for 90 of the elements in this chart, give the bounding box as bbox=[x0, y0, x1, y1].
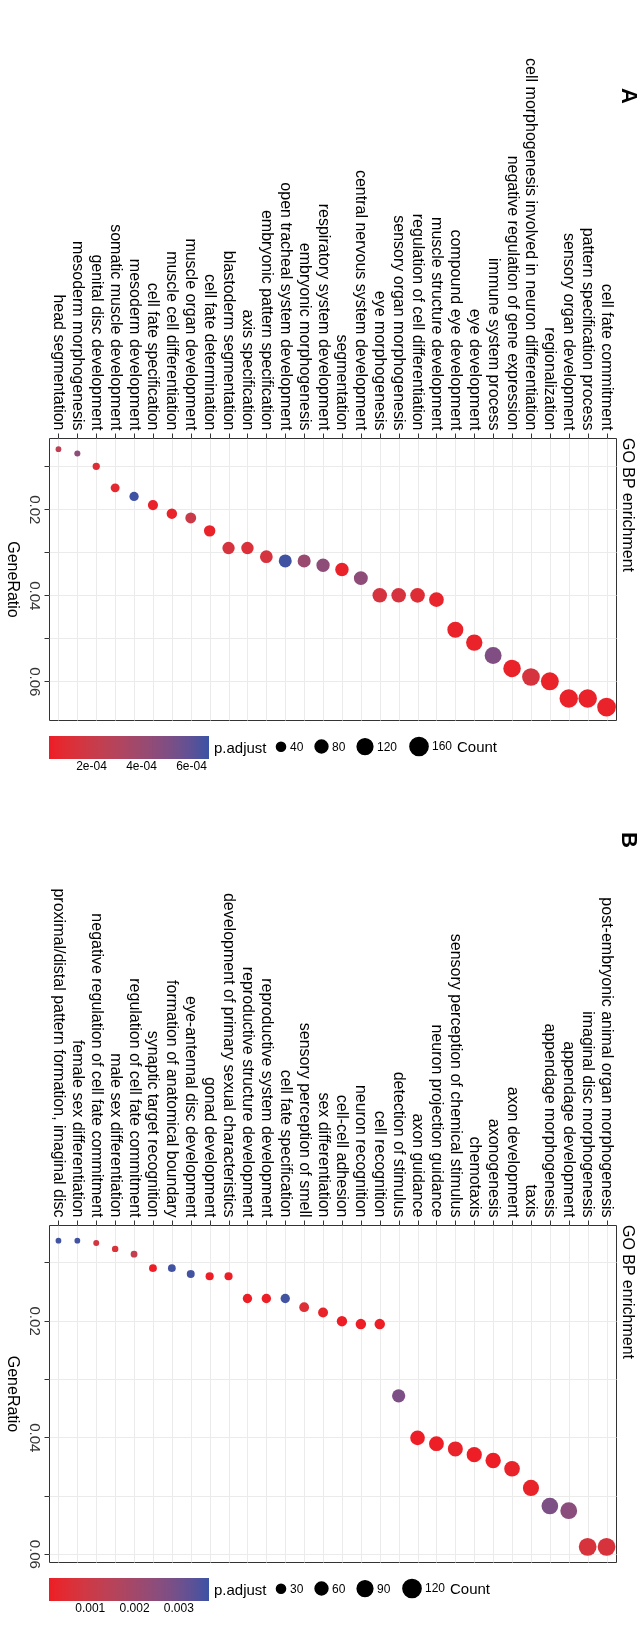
x-tick-label: cell recognition bbox=[372, 1110, 390, 1218]
text: GO BP enrichment bbox=[620, 438, 637, 573]
x-tick-label: sensory perception of smell bbox=[296, 1022, 314, 1218]
x-tick-label: cell fate commitment bbox=[599, 283, 617, 432]
x-tick-label: immune system process bbox=[485, 258, 503, 431]
legend-label: 30 bbox=[290, 1581, 304, 1596]
x-tick-label: embryonic pattern specification bbox=[258, 209, 276, 431]
x-tick-label: negative regulation of cell fate commitment bbox=[88, 913, 106, 1219]
legend-label: 160 bbox=[432, 739, 453, 754]
color-bar-label: 0.002 bbox=[119, 1601, 150, 1615]
x-tick-label: sex differentiation bbox=[315, 1092, 333, 1218]
x-tick-label: male sex differentiation bbox=[107, 1053, 125, 1218]
text: A bbox=[617, 88, 642, 104]
x-tick-label: regulation of cell differentiation bbox=[410, 213, 428, 431]
x-tick-label: somatic muscle development bbox=[107, 224, 125, 432]
color-bar-label: 0.003 bbox=[163, 1601, 195, 1615]
x-tick-label: pattern specification process bbox=[580, 227, 598, 431]
x-tick-label: central nervous system development bbox=[353, 169, 371, 432]
x-tick-label: development of primary sexual characteristics bbox=[221, 892, 239, 1218]
x-tick-label: appendage development bbox=[561, 1041, 579, 1219]
x-tick-label: head segmentation bbox=[50, 294, 68, 431]
x-tick-label: reproductive system development bbox=[258, 978, 276, 1219]
x-tick-label: mesoderm morphogenesis bbox=[69, 241, 87, 431]
x-tick-label: compound eye development bbox=[447, 229, 465, 432]
y-tick-label: 0.04 bbox=[26, 581, 44, 611]
x-tick-label: imaginal disc morphogenesis bbox=[580, 1011, 598, 1218]
x-tick-label: gonad development bbox=[202, 1076, 220, 1219]
legend-label: 60 bbox=[332, 1581, 346, 1596]
color-bar-label: 6e-04 bbox=[176, 759, 208, 773]
y-tick-label: 0.02 bbox=[26, 495, 44, 525]
x-tick-label: regionalization bbox=[542, 327, 560, 431]
x-tick-label: sensory organ morphogenesis bbox=[391, 215, 409, 431]
x-tick-label: open tracheal system development bbox=[277, 182, 295, 432]
color-bar-label: 0.001 bbox=[75, 1601, 106, 1615]
legend-label: 90 bbox=[377, 1581, 391, 1596]
text: GO BP enrichment bbox=[620, 1225, 637, 1360]
x-tick-label: embryonic morphogenesis bbox=[296, 242, 314, 431]
y-axis-title: GeneRatio bbox=[4, 541, 22, 618]
color-bar-label: 4e-04 bbox=[126, 759, 158, 773]
legend-title: Count bbox=[457, 738, 498, 755]
x-tick-label: blastoderm segmentation bbox=[221, 250, 239, 431]
x-tick-label: sensory perception of chemical stimulus bbox=[447, 933, 465, 1218]
text: B bbox=[617, 832, 642, 848]
x-tick-label: synaptic target recognition bbox=[145, 1030, 163, 1218]
x-tick-label: regulation of cell fate commitment bbox=[126, 978, 144, 1219]
x-tick-label: proximal/distal pattern formation, imaginal disc bbox=[50, 888, 68, 1218]
y-tick-label: 0.02 bbox=[26, 1306, 44, 1336]
x-tick-label: cell fate determination bbox=[202, 273, 220, 431]
x-tick-label: female sex differentiation bbox=[69, 1039, 87, 1218]
x-tick-label: muscle cell differentiation bbox=[164, 251, 182, 431]
x-tick-label: muscle organ development bbox=[183, 238, 201, 432]
x-tick-label: neuron recognition bbox=[353, 1084, 371, 1218]
x-tick-label: cell fate specification bbox=[145, 282, 163, 431]
x-tick-label: post-embryonic animal organ morphogenesis bbox=[599, 897, 617, 1218]
y-tick-label: 0.06 bbox=[26, 1539, 44, 1569]
y-axis-title: GeneRatio bbox=[4, 1355, 22, 1433]
x-tick-label: chemotaxis bbox=[466, 1136, 484, 1218]
x-tick-label: mesoderm development bbox=[126, 258, 144, 432]
x-tick-label: axonogenesis bbox=[485, 1118, 503, 1218]
color-bar-title: p.adjust bbox=[214, 739, 268, 756]
x-tick-label: axon guidance bbox=[410, 1113, 428, 1218]
x-tick-label: neuron projection guidance bbox=[428, 1024, 446, 1218]
legend-label: 80 bbox=[332, 739, 346, 754]
x-tick-label: eye morphogenesis bbox=[372, 290, 390, 431]
x-tick-label: segmentation bbox=[334, 334, 352, 431]
legend-label: 120 bbox=[425, 1581, 446, 1596]
x-tick-label: eye-antennal disc development bbox=[183, 996, 201, 1219]
legend-title: Count bbox=[450, 1580, 491, 1597]
x-tick-label: cell morphogenesis involved in neuron differentiation bbox=[523, 58, 541, 431]
x-tick-label: axis specification bbox=[239, 309, 257, 431]
legend-label: 40 bbox=[290, 739, 304, 754]
color-bar-title: p.adjust bbox=[214, 1581, 268, 1598]
x-tick-label: taxis bbox=[523, 1184, 541, 1218]
y-tick-label: 0.06 bbox=[26, 667, 44, 697]
x-tick-label: reproductive structure development bbox=[239, 966, 257, 1219]
color-bar-label: 2e-04 bbox=[76, 759, 108, 773]
x-tick-label: detection of stimulus bbox=[391, 1071, 409, 1218]
x-tick-label: formation of anatomical boundary bbox=[164, 980, 182, 1218]
x-tick-label: axon development bbox=[504, 1086, 522, 1219]
x-tick-label: cell fate specification bbox=[277, 1069, 295, 1218]
x-tick-label: cell-cell adhesion bbox=[334, 1094, 352, 1218]
x-tick-label: eye development bbox=[466, 308, 484, 432]
x-tick-label: negative regulation of gene expression bbox=[504, 155, 522, 431]
x-tick-label: sensory organ development bbox=[561, 233, 579, 432]
x-tick-label: muscle structure development bbox=[428, 217, 446, 432]
x-tick-label: respiratory system development bbox=[315, 203, 333, 432]
x-tick-label: genital disc development bbox=[88, 254, 106, 432]
legend-label: 120 bbox=[377, 739, 398, 754]
y-tick-label: 0.04 bbox=[26, 1423, 44, 1453]
x-tick-label: appendage morphogenesis bbox=[542, 1023, 560, 1218]
